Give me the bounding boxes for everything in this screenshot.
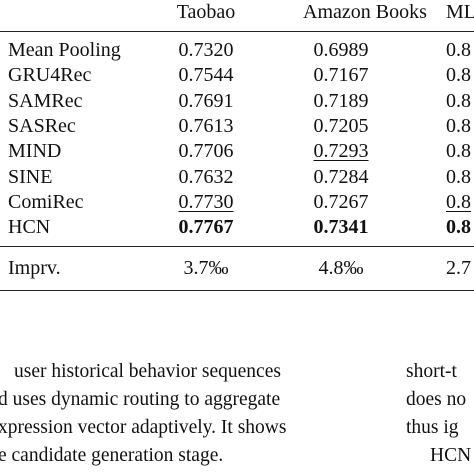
cell: 0.8 [446, 114, 471, 137]
method-name: SASRec [8, 114, 76, 137]
rule [0, 246, 474, 247]
paragraph-line: d uses dynamic routing to aggregate [0, 389, 281, 410]
cell: 0.8 [446, 39, 471, 61]
paragraph-line: HCN [430, 445, 472, 466]
column-header: Taobao [176, 1, 236, 23]
cell: 0.7730 [178, 190, 234, 213]
cell: 0.8 [446, 165, 471, 188]
cell: 2.7 [446, 257, 471, 279]
cell: 0.7293 [313, 140, 369, 163]
cell: 0.8 [446, 216, 471, 239]
cell: 0.7320 [178, 39, 234, 61]
method-name: HCN [8, 216, 51, 239]
cell: 0.7205 [313, 114, 369, 137]
cell: 0.7706 [178, 140, 234, 163]
method-name: SINE [8, 165, 53, 188]
cell: 0.7767 [178, 216, 234, 239]
cell: 0.6989 [313, 39, 369, 61]
cell: 0.7341 [313, 216, 369, 239]
paragraph-line: short-t [406, 361, 457, 382]
cell: 0.7189 [313, 89, 369, 112]
cell: 0.7544 [178, 64, 234, 87]
method-name: MIND [8, 140, 62, 163]
rule [0, 31, 474, 32]
method-name: ComiRec [8, 190, 84, 213]
cell: 0.7267 [313, 190, 369, 213]
cell: 0.8 [446, 89, 471, 112]
cell: 0.7284 [313, 165, 369, 188]
cell: 0.8 [446, 140, 471, 163]
row-label: Imprv. [8, 257, 61, 279]
column-header: ML [446, 1, 474, 23]
cell: 0.7167 [313, 64, 369, 87]
paragraph-line: xpression vector adaptively. It shows [0, 417, 287, 438]
cell: 0.7632 [178, 165, 234, 188]
cell: 3.7‰ [183, 257, 229, 279]
method-name: SAMRec [8, 89, 83, 112]
cell: 0.7691 [178, 89, 234, 112]
cell: 0.7613 [178, 114, 234, 137]
paragraph-line: does no [406, 389, 467, 410]
rule [0, 290, 474, 291]
method-name: GRU4Rec [8, 64, 92, 87]
paragraph-line: e candidate generation stage. [0, 445, 224, 466]
cell: 4.8‰ [318, 257, 364, 279]
paragraph-line: thus ig [406, 417, 459, 438]
cell: 0.8 [446, 64, 471, 87]
method-name: Mean Pooling [8, 39, 121, 61]
column-header: Amazon Books [303, 1, 427, 23]
cell: 0.8 [446, 190, 471, 213]
paragraph-line: user historical behavior sequences [14, 361, 281, 382]
